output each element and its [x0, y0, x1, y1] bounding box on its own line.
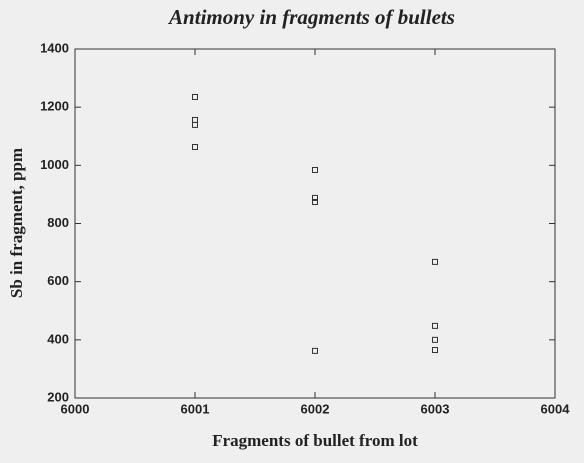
chart-title: Antimony in fragments of bullets [167, 5, 455, 29]
y-tick-label: 1200 [40, 99, 69, 114]
point [432, 258, 438, 265]
y-axis-label: Sb in fragment, ppm [7, 148, 26, 298]
y-tick-label: 200 [47, 389, 69, 404]
point [432, 322, 438, 329]
point [432, 336, 438, 343]
point [192, 144, 198, 151]
x-tick-label: 6001 [181, 401, 210, 416]
x-axis-label: Fragments of bullet from lot [212, 431, 418, 450]
point [312, 198, 318, 205]
point [312, 347, 318, 354]
y-tick-label: 400 [47, 331, 69, 346]
x-tick-label: 6003 [421, 401, 450, 416]
y-tick-label: 600 [47, 273, 69, 288]
point [312, 166, 318, 173]
point [192, 121, 198, 128]
point [312, 194, 318, 201]
point [432, 347, 438, 354]
y-tick-label: 1400 [40, 40, 69, 55]
y-tick-label: 800 [47, 215, 69, 230]
x-tick-label: 6000 [61, 401, 90, 416]
y-tick-label: 1000 [40, 157, 69, 172]
point [192, 93, 198, 100]
x-tick-label: 6004 [541, 401, 571, 416]
x-tick-label: 6002 [301, 401, 330, 416]
